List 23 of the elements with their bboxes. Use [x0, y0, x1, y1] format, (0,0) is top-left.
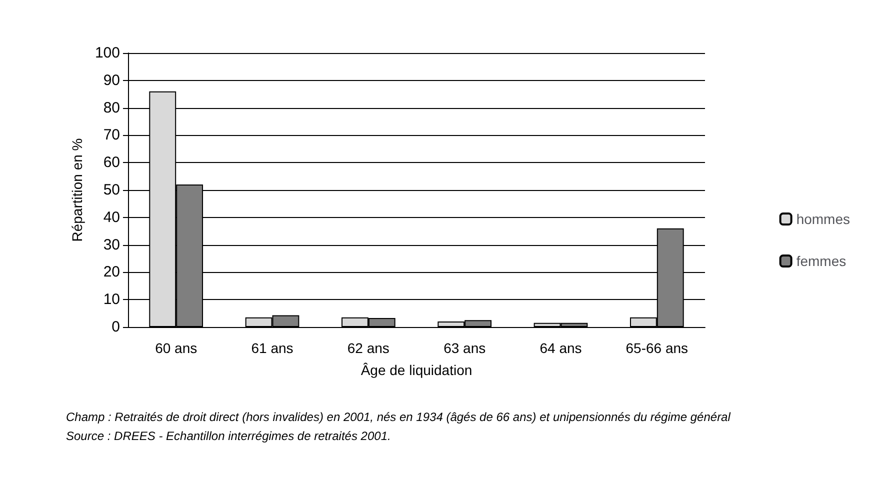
y-tick-label: 40 [103, 208, 120, 226]
y-tick-label: 70 [103, 126, 120, 144]
y-tick-label: 60 [103, 154, 120, 172]
text: Champ : Retraités de droit direct (hors invalides) en 2001, nés en 1934 (âgés de 66 ans) et unipensionnés du régime général [66, 410, 731, 424]
y-tick-label: 0 [112, 318, 120, 336]
y-tick-label: 100 [94, 44, 120, 62]
source-note: Source : DREES - Echantillon interrégimes de retraités 2001. [66, 429, 391, 443]
y-tick-label: 80 [103, 99, 120, 116]
legend-label: femmes [796, 253, 846, 269]
y-tick-label: 90 [103, 72, 120, 89]
y-tick-label: 50 [103, 182, 120, 198]
y-axis-title: Répartition en % [69, 138, 86, 242]
y-tick-label: 20 [103, 264, 120, 281]
x-tick-label: 60 ans [155, 340, 198, 356]
x-tick-label: 64 ans [540, 340, 582, 356]
y-tick-label: 10 [103, 291, 120, 308]
x-tick-label: 62 ans [347, 340, 390, 356]
y-tick-label: 30 [103, 236, 120, 254]
x-axis-title: Âge de liquidation [360, 362, 472, 378]
x-tick-label: 65-66 ans [626, 340, 688, 356]
x-tick-label: 63 ans [444, 340, 486, 356]
x-tick-label: 61 ans [251, 340, 294, 356]
legend-label: hommes [796, 211, 850, 227]
